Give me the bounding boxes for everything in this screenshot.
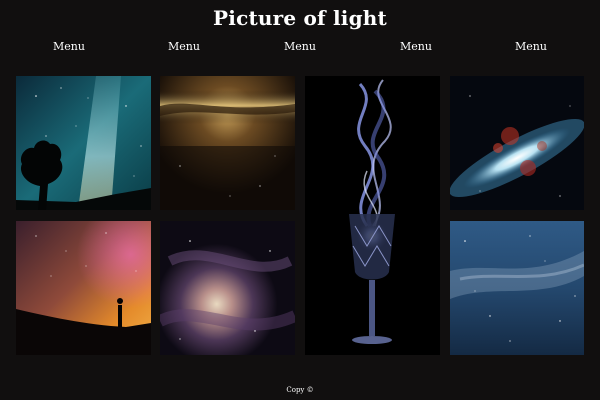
nav-menu-5[interactable]: Menu xyxy=(515,40,547,53)
milky-way-tree-image xyxy=(16,76,151,210)
spiral-galaxy-image xyxy=(450,76,584,210)
photo-person-glowing-sky[interactable] xyxy=(16,221,151,355)
photo-blue-star-field[interactable] xyxy=(450,221,584,355)
photo-milky-way-tree[interactable] xyxy=(16,76,151,210)
footer-copyright: Copy © xyxy=(286,386,314,394)
nav-menu-3[interactable]: Menu xyxy=(284,40,316,53)
blue-star-field-image xyxy=(450,221,584,355)
golden-galaxy-image xyxy=(160,76,295,210)
person-glowing-sky-image xyxy=(16,221,151,355)
purple-nebula-image xyxy=(160,221,295,355)
nav-menu-2[interactable]: Menu xyxy=(168,40,200,53)
photo-spiral-galaxy[interactable] xyxy=(450,76,584,210)
photo-purple-nebula[interactable] xyxy=(160,221,295,355)
top-navigation: Menu Menu Menu Menu Menu xyxy=(0,40,600,56)
photo-smoke-crystal-glass[interactable] xyxy=(305,76,440,355)
nav-menu-1[interactable]: Menu xyxy=(53,40,85,53)
page-title: Picture of light xyxy=(213,6,387,30)
photo-golden-galaxy[interactable] xyxy=(160,76,295,210)
smoke-crystal-glass-image xyxy=(305,76,440,355)
nav-menu-4[interactable]: Menu xyxy=(400,40,432,53)
